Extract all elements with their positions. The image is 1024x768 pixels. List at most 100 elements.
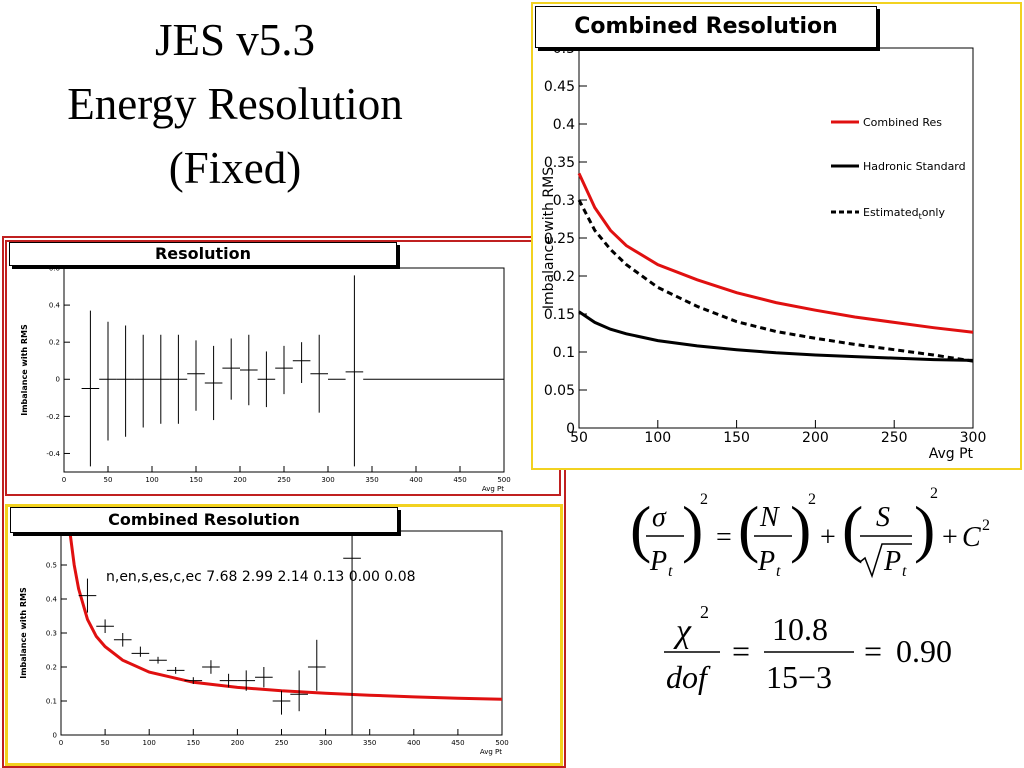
paren-close-3: ) bbox=[914, 493, 935, 564]
x-axis-label: Avg Pt bbox=[480, 748, 502, 756]
plot-frame bbox=[63, 267, 505, 473]
title-line-1: JES v5.3 bbox=[154, 15, 316, 65]
resolution-formula: ( σ P t ) 2 = ( N P t ) 2 + ( S P t ) 2 … bbox=[630, 485, 990, 580]
dof-text: dof bbox=[666, 659, 711, 695]
paren-open-1: ( bbox=[630, 493, 651, 564]
x-tick-label: 100 bbox=[143, 739, 156, 747]
data-point bbox=[166, 667, 185, 674]
equals-sign: = bbox=[716, 522, 732, 553]
data-point bbox=[149, 656, 167, 664]
y-tick-label: -0.4 bbox=[46, 450, 60, 458]
data-point bbox=[99, 321, 117, 441]
y-tick-label: 0.5 bbox=[46, 561, 57, 569]
data-point bbox=[257, 351, 276, 408]
fit-curve bbox=[68, 531, 502, 701]
y-tick-label: 0.15 bbox=[544, 307, 575, 323]
x-tick-label: 50 bbox=[570, 430, 588, 446]
data-point bbox=[310, 334, 328, 413]
paren-close-1: ) bbox=[682, 493, 703, 564]
paren-close-2: ) bbox=[790, 493, 811, 564]
data-point bbox=[240, 334, 258, 406]
data-point bbox=[116, 325, 135, 437]
data-point bbox=[78, 578, 97, 613]
x-tick-label: 300 bbox=[321, 476, 334, 484]
x-tick-label: 100 bbox=[145, 476, 158, 484]
chi-equals-1: = bbox=[732, 633, 750, 669]
data-point bbox=[113, 633, 132, 647]
y-tick-label: 0.1 bbox=[46, 697, 57, 705]
plot-frame bbox=[578, 47, 974, 429]
x-tick-label: 0 bbox=[62, 476, 66, 484]
data-point bbox=[169, 334, 188, 424]
plus-sign-2: + bbox=[942, 522, 958, 553]
legend-entry-label: Hadronic Standard bbox=[863, 160, 966, 173]
y-tick-label: 0.25 bbox=[544, 231, 575, 247]
x-tick-label: 350 bbox=[363, 739, 376, 747]
combined-main-chart: 50 100 150 200 250 300 0 0.05 0.1 0.15 0.2 0.25 0.3 0… bbox=[541, 41, 987, 462]
paren-open-2: ( bbox=[738, 493, 759, 564]
left-frame bbox=[2, 236, 566, 768]
series-line-combined-res bbox=[577, 172, 974, 334]
chi2-formula: χ 2 dof = 10.8 15−3 = 0.90 bbox=[664, 602, 952, 695]
y-tick-label: 0.4 bbox=[49, 302, 61, 310]
fit-parameters-annotation: n,en,s,es,c,ec 7.68 2.99 2.14 0.13 0.00 … bbox=[106, 569, 416, 585]
y-axis-label: Imbalance with RMS bbox=[541, 167, 557, 309]
y-tick-label: 0 bbox=[53, 731, 57, 739]
x-tick-label: 450 bbox=[451, 739, 464, 747]
y-axis-label: Imbalance with RMS bbox=[19, 587, 28, 679]
data-point bbox=[134, 334, 152, 428]
sqrt-sign bbox=[859, 543, 912, 579]
sigma-symbol: σ bbox=[652, 502, 667, 533]
y-tick-label: 0 bbox=[566, 421, 575, 437]
x-tick-label: 200 bbox=[233, 476, 246, 484]
y-tick-label: 0.6 bbox=[49, 264, 61, 272]
t-sub-1: t bbox=[668, 563, 673, 580]
y-tick-label: 0.3 bbox=[46, 629, 57, 637]
combined-bottom-title: Combined Resolution bbox=[10, 507, 398, 533]
y-tick-label: 0.4 bbox=[46, 595, 58, 603]
data-point bbox=[272, 690, 291, 715]
data-point bbox=[131, 646, 150, 657]
data-point bbox=[345, 275, 364, 467]
slide-title: JES v5.3 Energy Resolution (Fixed) bbox=[10, 8, 460, 200]
data-point bbox=[275, 345, 293, 395]
resolution-title: Resolution bbox=[9, 242, 397, 266]
p-symbol-2: P bbox=[757, 546, 775, 577]
title-line-3: (Fixed) bbox=[168, 143, 302, 193]
x-tick-label: 150 bbox=[723, 430, 750, 446]
x-axis-label: Avg Pt bbox=[482, 485, 504, 493]
x-tick-label: 0 bbox=[59, 739, 63, 747]
x-tick-label: 250 bbox=[277, 476, 290, 484]
x-tick-label: 100 bbox=[644, 430, 671, 446]
combined-bottom-chart: 0 50 100 150 200 250 300 350 400 450 500 0 0.1 0.2 0.3… bbox=[19, 527, 509, 756]
chi-exp: 2 bbox=[700, 602, 709, 622]
y-tick-label: 0.05 bbox=[544, 383, 575, 399]
y-tick-label: 0.2 bbox=[49, 339, 60, 347]
y-tick-label: 0.2 bbox=[553, 269, 575, 285]
x-tick-label: 500 bbox=[495, 739, 508, 747]
resolution-chart: 0 50 100 150 200 250 300 350 400 450 500 -0.4 -0.2 0 0… bbox=[20, 264, 511, 493]
data-point bbox=[307, 639, 326, 691]
data-point bbox=[202, 660, 220, 674]
x-tick-label: 500 bbox=[497, 476, 510, 484]
data-point bbox=[81, 310, 100, 467]
t-sub-2: t bbox=[776, 563, 781, 580]
series-line-estimated bbox=[577, 199, 974, 363]
p-symbol-3: P bbox=[883, 546, 901, 577]
y-tick-label: 0.45 bbox=[544, 79, 575, 95]
legend-entry-label: Combined Res bbox=[863, 116, 942, 129]
s-symbol: S bbox=[876, 502, 890, 533]
x-tick-label: 300 bbox=[960, 430, 987, 446]
data-point bbox=[187, 340, 205, 411]
x-tick-label: 200 bbox=[231, 739, 244, 747]
data-point bbox=[152, 334, 170, 424]
plus-sign-1: + bbox=[820, 522, 836, 553]
x-tick-label: 200 bbox=[802, 430, 829, 446]
paren-open-3: ( bbox=[842, 493, 863, 564]
x-tick-label: 400 bbox=[409, 476, 422, 484]
legend-entry-label: Estimatedtonly bbox=[863, 206, 945, 221]
x-axis-label: Avg Pt bbox=[929, 446, 974, 462]
x-tick-label: 250 bbox=[881, 430, 908, 446]
combined-main-title: Combined Resolution bbox=[535, 6, 877, 48]
x-tick-label: 300 bbox=[319, 739, 332, 747]
